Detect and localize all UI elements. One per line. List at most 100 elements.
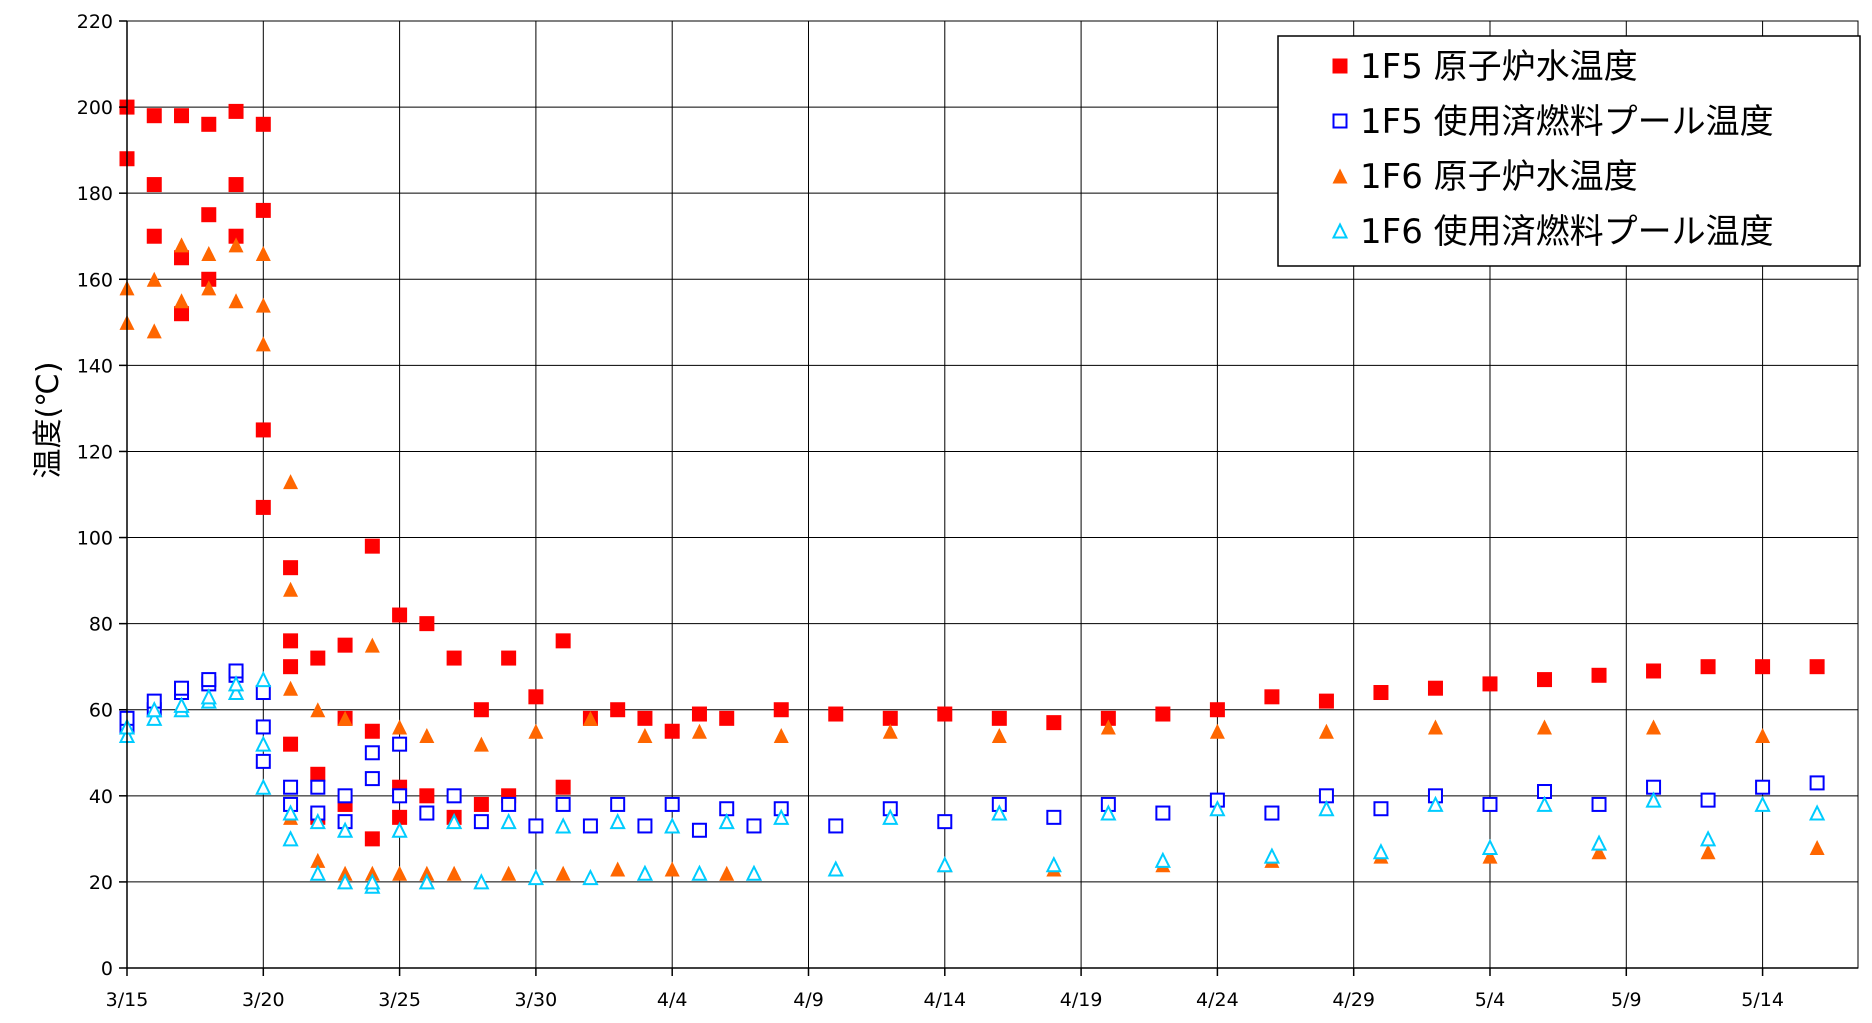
legend-marker xyxy=(1332,168,1348,184)
data-point xyxy=(1591,667,1607,683)
data-point xyxy=(501,865,517,881)
data-point xyxy=(337,637,353,653)
data-point xyxy=(255,116,271,132)
data-point xyxy=(1755,779,1771,795)
data-point xyxy=(174,250,190,266)
data-point xyxy=(718,812,735,830)
data-point xyxy=(255,735,272,752)
data-point xyxy=(1700,659,1716,675)
data-point xyxy=(255,297,271,313)
data-point xyxy=(364,831,380,847)
data-point xyxy=(391,821,408,838)
data-point xyxy=(828,706,844,722)
data-point xyxy=(1209,799,1226,817)
data-point xyxy=(309,864,326,881)
data-point xyxy=(418,873,435,890)
data-point xyxy=(419,788,435,804)
data-point xyxy=(501,796,517,812)
data-point xyxy=(336,873,354,890)
legend-label: 1F5 使用済燃料プール温度 xyxy=(1360,102,1774,142)
data-point xyxy=(1808,804,1826,821)
data-point xyxy=(827,860,844,877)
data-point xyxy=(991,710,1007,726)
data-point xyxy=(174,293,190,309)
data-point xyxy=(773,702,789,718)
data-point xyxy=(283,736,299,752)
legend-marker xyxy=(1332,58,1348,74)
data-point xyxy=(255,499,271,515)
data-point xyxy=(528,723,544,739)
data-point xyxy=(201,280,217,296)
data-point xyxy=(174,306,190,322)
data-point xyxy=(691,864,708,881)
y-tick-label: 140 xyxy=(77,355,113,377)
series-4 xyxy=(118,670,1826,894)
data-point xyxy=(255,422,271,438)
x-tick-label: 3/20 xyxy=(242,989,285,1011)
x-tick-label: 3/25 xyxy=(378,989,421,1011)
data-point xyxy=(882,723,898,739)
data-point xyxy=(337,710,353,726)
data-point xyxy=(146,271,162,287)
data-point xyxy=(1591,844,1607,860)
x-tick-label: 4/4 xyxy=(657,989,688,1011)
legend-label: 1F6 使用済燃料プール温度 xyxy=(1360,212,1774,252)
data-point xyxy=(473,814,489,830)
legend: 1F5 原子炉水温度 1F5 使用済燃料プール温度 1F6 原子炉水温度 1F6 使用… xyxy=(1277,35,1861,267)
data-point xyxy=(200,688,217,705)
y-tick-label: 40 xyxy=(89,786,113,808)
data-point xyxy=(392,607,408,623)
data-point xyxy=(1318,693,1334,709)
series-layer xyxy=(118,99,1826,894)
legend-label: 1F5 原子炉水温度 xyxy=(1360,47,1638,87)
data-point xyxy=(1700,792,1716,808)
data-point xyxy=(1155,805,1171,821)
data-point xyxy=(310,779,326,795)
y-tick-label: 220 xyxy=(77,11,113,33)
data-point xyxy=(664,723,680,739)
data-point xyxy=(1700,844,1716,860)
data-point xyxy=(1100,710,1116,726)
data-point xyxy=(1482,676,1498,692)
x-tick-label: 5/4 xyxy=(1475,989,1506,1011)
data-point xyxy=(446,650,462,666)
data-point xyxy=(228,237,244,253)
data-point xyxy=(937,814,953,830)
data-point xyxy=(1699,830,1717,847)
data-point xyxy=(392,865,408,881)
data-point xyxy=(446,812,463,830)
data-point xyxy=(364,873,381,890)
data-point xyxy=(1755,728,1771,744)
x-tick-label: 4/24 xyxy=(1196,989,1239,1011)
data-point xyxy=(610,796,626,812)
data-point xyxy=(282,804,299,821)
data-point xyxy=(392,788,408,804)
x-tick-label: 5/14 xyxy=(1741,989,1784,1011)
data-point xyxy=(1482,796,1498,812)
data-point xyxy=(1427,795,1444,812)
data-point xyxy=(691,822,707,838)
data-point xyxy=(364,723,380,739)
data-point xyxy=(1536,795,1553,812)
legend-item: 1F5 原子炉水温度 xyxy=(1332,47,1638,87)
data-point xyxy=(527,868,545,886)
data-point xyxy=(719,865,735,881)
data-point xyxy=(1481,838,1499,855)
data-point xyxy=(364,538,380,554)
data-point xyxy=(582,868,599,886)
data-point xyxy=(419,616,435,632)
data-point xyxy=(582,818,598,834)
data-point xyxy=(1046,715,1062,731)
data-point xyxy=(255,202,271,218)
data-point xyxy=(309,812,326,830)
x-tick-label: 4/19 xyxy=(1060,989,1103,1011)
data-point xyxy=(174,108,190,124)
data-point xyxy=(364,637,380,653)
data-point xyxy=(201,116,217,132)
data-point xyxy=(555,779,571,795)
data-point xyxy=(255,685,271,701)
data-point xyxy=(228,293,244,309)
data-point xyxy=(1263,847,1281,864)
data-point xyxy=(473,702,489,718)
data-point xyxy=(1373,801,1389,817)
